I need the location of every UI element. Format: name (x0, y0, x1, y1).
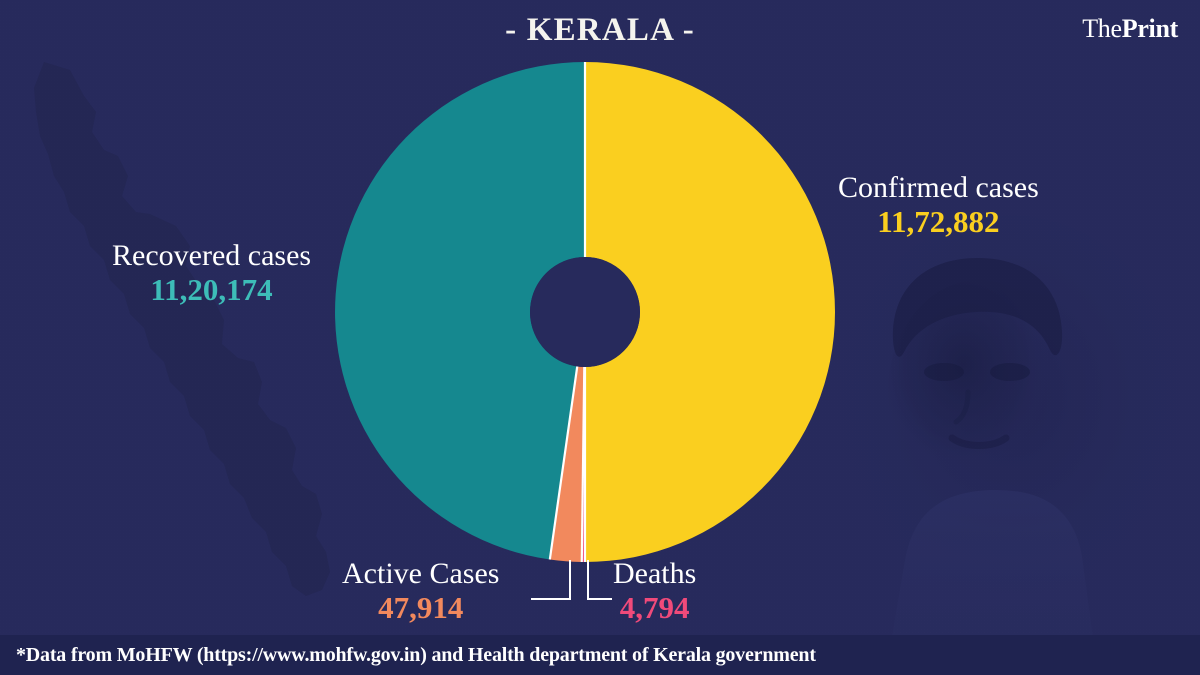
callout-active-value: 47,914 (378, 589, 464, 625)
callout-active: Active Cases 47,914 (342, 558, 499, 625)
callout-confirmed-label: Confirmed cases (838, 171, 1039, 204)
callout-deaths-value: 4,794 (619, 589, 690, 625)
slice-confirmed (585, 62, 835, 562)
source-footnote: *Data from MoHFW (https://www.mohfw.gov.… (16, 644, 816, 666)
donut-center-hole (530, 257, 640, 367)
callout-deaths-label: Deaths (613, 557, 697, 590)
logo-the: The (1082, 14, 1122, 43)
callout-confirmed: Confirmed cases 11,72,882 (838, 172, 1039, 239)
callout-recovered-value: 11,20,174 (150, 271, 273, 307)
callout-recovered: Recovered cases 11,20,174 (112, 240, 311, 307)
leader-line-deaths (587, 560, 612, 600)
footer-band (0, 635, 1200, 675)
callout-confirmed-value: 11,72,882 (877, 203, 1000, 239)
slice-separators (548, 62, 587, 562)
callout-active-label: Active Cases (342, 557, 500, 590)
chief-minister-portrait (825, 215, 1195, 660)
kerala-map-icon (34, 62, 330, 596)
callout-deaths: Deaths 4,794 (613, 558, 696, 625)
slice-active (549, 366, 585, 562)
page-title: - KERALA - (505, 12, 695, 48)
theprint-logo: ThePrint (1082, 14, 1178, 44)
callout-recovered-label: Recovered cases (112, 239, 312, 272)
logo-print: Print (1121, 14, 1179, 43)
leader-line-active (531, 560, 571, 600)
donut-chart-svg (335, 62, 835, 562)
donut-chart (335, 62, 835, 562)
slice-recovered (335, 62, 585, 560)
